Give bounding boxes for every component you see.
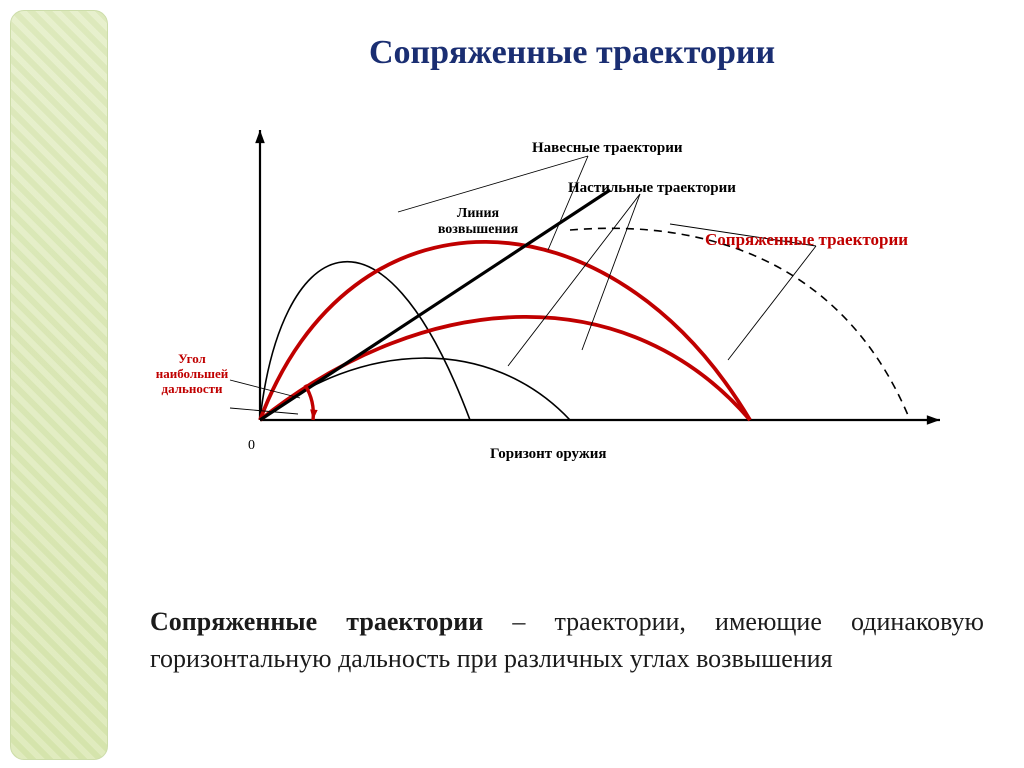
steep-trajectory-label: Навесные траектории	[532, 140, 683, 157]
definition-term: Сопряженные траектории	[150, 607, 483, 636]
conjugate-trajectory-label: Сопряженные траектории	[705, 230, 908, 250]
horizon-label: Горизонт оружия	[490, 446, 607, 463]
side-decoration	[10, 10, 108, 760]
max-range-angle-label: Угол наибольшей дальности	[142, 352, 242, 397]
max-range-angle-l2: наибольшей	[156, 366, 229, 381]
definition-text: Сопряженные траектории – траектории, име…	[150, 603, 984, 678]
max-range-angle-l1: Угол	[178, 351, 206, 366]
origin-zero-label: 0	[248, 438, 255, 454]
elevation-line-l2: возвышения	[438, 222, 518, 237]
page-title: Сопряженные траектории	[150, 34, 994, 72]
diagram-svg	[140, 120, 970, 500]
max-range-angle-l3: дальности	[162, 381, 223, 396]
page-title-text: Сопряженные траектории	[369, 34, 775, 71]
elevation-line-label: Линия возвышения	[418, 206, 538, 238]
elevation-line-l1: Линия	[457, 206, 499, 221]
flat-trajectory-label: Настильные траектории	[568, 180, 736, 197]
trajectory-diagram: 0 Горизонт оружия Угол наибольшей дально…	[140, 120, 970, 500]
